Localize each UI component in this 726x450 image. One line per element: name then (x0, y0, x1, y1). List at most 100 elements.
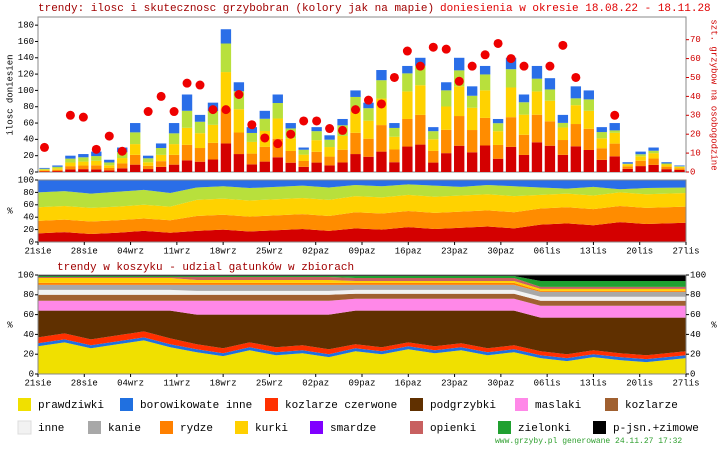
dot (325, 124, 335, 134)
dot (65, 110, 75, 120)
legend-swatch (18, 398, 31, 411)
bar-segment (402, 91, 413, 119)
dot (208, 105, 218, 115)
legend-label: rydze (180, 423, 213, 435)
legend-label: zielonki (518, 423, 571, 435)
bar-segment (428, 162, 439, 172)
bar-segment (130, 154, 141, 165)
y-tick-label: 100 (18, 270, 34, 280)
bar-segment (389, 136, 400, 150)
bar-segment (52, 168, 63, 170)
bar-segment (635, 160, 646, 167)
bar-segment (466, 152, 478, 172)
bar-segment (337, 135, 348, 150)
x-tick-label: 09paz (348, 246, 375, 256)
x-tick-label: 21sie (24, 246, 51, 256)
bar-segment (52, 169, 63, 172)
y-tick-label: 40 (23, 213, 34, 223)
bar-segment (324, 139, 335, 148)
y-tick-label: 180 (18, 21, 34, 31)
bar-segment (544, 78, 556, 90)
area (38, 298, 686, 318)
bar-segment (661, 163, 672, 165)
bar-segment (298, 149, 309, 155)
bar-segment (648, 158, 659, 165)
bar-segment (91, 156, 102, 161)
bar-segment (298, 154, 309, 161)
y-axis-label: % (711, 320, 717, 330)
y-tick-label: 0 (29, 369, 34, 379)
y-tick-label: 100 (690, 270, 706, 280)
legend-swatch (498, 421, 511, 434)
bar-segment (311, 140, 322, 152)
bar-segment (635, 166, 646, 172)
bar-segment (428, 131, 439, 140)
legend-label: inne (38, 423, 64, 435)
x-tick-label: 16paz (395, 378, 422, 388)
dot (545, 61, 555, 71)
dot (104, 131, 114, 141)
bar-segment (78, 161, 89, 166)
legend-label: borowikowate inne (140, 400, 252, 412)
bar-segment (454, 145, 465, 172)
bar-segment (350, 154, 361, 172)
y-tick-label: 60 (23, 310, 34, 320)
x-tick-label: 28sie (71, 246, 98, 256)
bar-segment (181, 160, 193, 172)
bar-segment (65, 166, 76, 170)
x-tick-label: 18wrz (210, 378, 237, 388)
bar-segment (91, 169, 102, 172)
bar-segment (168, 154, 180, 165)
dot (506, 54, 516, 64)
dot (78, 112, 88, 122)
bar-segment (518, 154, 530, 172)
bar-segment (596, 127, 607, 133)
legend-swatch (605, 398, 618, 411)
bar-segment (376, 80, 387, 99)
dot (402, 46, 412, 56)
bar-segment (350, 96, 361, 112)
bar-segment (363, 156, 374, 172)
bar-segment (168, 164, 180, 172)
bar-segment (155, 166, 167, 172)
bar-segment (337, 149, 348, 163)
bar-segment (285, 150, 296, 163)
area (38, 282, 686, 292)
bar-segment (389, 162, 400, 172)
x-tick-label: 25wrz (256, 378, 283, 388)
bar-segment (479, 145, 491, 172)
bar-segment (168, 123, 180, 134)
y-tick-label: 60 (23, 200, 34, 210)
bar-segment (648, 150, 659, 154)
bar-segment (311, 131, 322, 141)
bar-segment (194, 161, 206, 172)
bar-segment (130, 164, 141, 172)
bar-segment (466, 130, 478, 153)
bar-segment (583, 110, 594, 129)
y-tick-label: 60 (690, 310, 701, 320)
bar-segment (583, 99, 594, 111)
dot (571, 72, 581, 82)
area (38, 310, 686, 356)
bar-segment (596, 148, 607, 160)
y2-tick-label: 10 (690, 148, 701, 158)
bar-segment (648, 153, 659, 159)
bar-segment (622, 166, 633, 169)
y-tick-label: 100 (18, 175, 34, 185)
bar-segment (194, 133, 206, 149)
y-tick-label: 20 (23, 225, 34, 235)
bar-segment (518, 134, 530, 155)
dot (299, 116, 309, 126)
bar-segment (337, 162, 348, 172)
area (38, 275, 686, 287)
area (38, 206, 686, 234)
legend-swatch (160, 421, 173, 434)
dot (273, 139, 283, 149)
bar-segment (609, 156, 620, 172)
x-tick-label: 30paz (487, 246, 514, 256)
bar-segment (428, 127, 439, 132)
bar-segment (389, 123, 400, 128)
bar-segment (441, 82, 452, 91)
area (38, 275, 686, 281)
